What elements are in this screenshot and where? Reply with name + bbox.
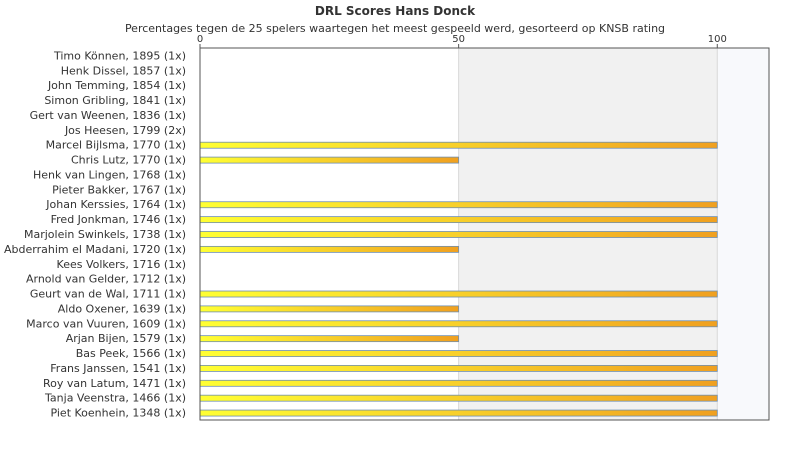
category-label: Marjolein Swinkels, 1738 (1x) — [24, 228, 186, 241]
category-label: Tanja Veenstra, 1466 (1x) — [44, 392, 186, 405]
category-label: Marcel Bijlsma, 1770 (1x) — [46, 139, 186, 152]
bar — [199, 350, 718, 357]
category-label: Roy van Latum, 1471 (1x) — [43, 377, 186, 390]
category-label: Gert van Weenen, 1836 (1x) — [30, 109, 186, 122]
chart-title: DRL Scores Hans Donck — [314, 4, 476, 18]
tick-label: 0 — [197, 34, 203, 45]
category-label: Chris Lutz, 1770 (1x) — [71, 154, 186, 167]
bar — [199, 156, 460, 164]
category-label: Aldo Oxener, 1639 (1x) — [58, 302, 186, 315]
category-label: Abderrahim el Madani, 1720 (1x) — [4, 243, 186, 256]
category-label: Henk van Lingen, 1768 (1x) — [33, 168, 186, 181]
category-label: Arjan Bijen, 1579 (1x) — [66, 332, 186, 345]
plot-frame — [199, 47, 770, 421]
category-label: Simon Gribling, 1841 (1x) — [44, 94, 186, 107]
category-label: Piet Koenhein, 1348 (1x) — [50, 407, 186, 420]
category-label: Arnold van Gelder, 1712 (1x) — [26, 273, 186, 286]
category-label: Kees Volkers, 1716 (1x) — [57, 258, 186, 271]
category-label: Bas Peek, 1566 (1x) — [76, 347, 186, 360]
tick-label: 50 — [452, 34, 465, 45]
bar — [199, 320, 718, 328]
x-axis-ticks: 0 50 100 — [197, 34, 727, 48]
tick-label: 100 — [708, 34, 727, 45]
bar — [199, 409, 718, 417]
bar — [199, 379, 718, 387]
category-labels: Timo Können, 1895 (1x) Henk Dissel, 1857 … — [4, 49, 186, 419]
bar — [199, 305, 460, 313]
bar — [199, 231, 718, 238]
bar — [199, 394, 718, 402]
bars — [199, 141, 718, 417]
category-label: Timo Können, 1895 (1x) — [53, 49, 186, 62]
category-label: Henk Dissel, 1857 (1x) — [61, 64, 186, 77]
bar — [199, 201, 718, 209]
category-label: Geurt van de Wal, 1711 (1x) — [30, 288, 186, 301]
background-band — [717, 48, 769, 420]
category-label: Pieter Bakker, 1767 (1x) — [52, 183, 186, 196]
bar — [199, 245, 460, 253]
bar — [199, 141, 718, 149]
category-label: Marco van Vuuren, 1609 (1x) — [26, 317, 186, 330]
bar — [199, 335, 460, 343]
chart-subtitle: Percentages tegen de 25 spelers waartege… — [124, 22, 666, 35]
category-label: John Temming, 1854 (1x) — [47, 79, 186, 92]
bar — [199, 216, 718, 224]
category-label: Frans Janssen, 1541 (1x) — [50, 362, 186, 375]
category-label: Fred Jonkman, 1746 (1x) — [51, 213, 186, 226]
category-label: Jos Heesen, 1799 (2x) — [64, 124, 186, 137]
category-label: Johan Kerssies, 1764 (1x) — [45, 198, 186, 211]
bar — [199, 365, 718, 372]
bar — [199, 290, 718, 298]
